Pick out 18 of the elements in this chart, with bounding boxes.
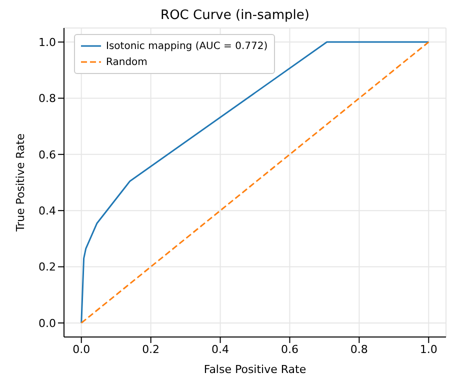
y-tick-label: 0.0 [38, 316, 56, 330]
x-tick-label: 0.8 [350, 342, 368, 356]
x-axis-title: False Positive Rate [204, 363, 306, 376]
x-tick-label: 0.4 [212, 342, 230, 356]
legend-label: Random [106, 56, 148, 68]
x-tick-label: 1.0 [420, 342, 438, 356]
x-tick-label: 0.0 [72, 342, 90, 356]
x-tick-label: 0.6 [280, 342, 298, 356]
y-tick-label: 1.0 [38, 36, 56, 49]
chart-title: ROC Curve (in-sample) [160, 8, 310, 25]
legend-label: Isotonic mapping (AUC = 0.772) [106, 40, 268, 52]
y-tick-label: 0.2 [38, 260, 56, 274]
line-series [80, 41, 430, 324]
y-tick-label: 0.8 [38, 92, 56, 106]
y-tick-label: 0.4 [38, 204, 56, 218]
y-axis-title: True Positive Rate [14, 133, 27, 232]
x-tick-label: 0.2 [142, 342, 160, 356]
y-tick-label: 0.6 [38, 148, 56, 162]
